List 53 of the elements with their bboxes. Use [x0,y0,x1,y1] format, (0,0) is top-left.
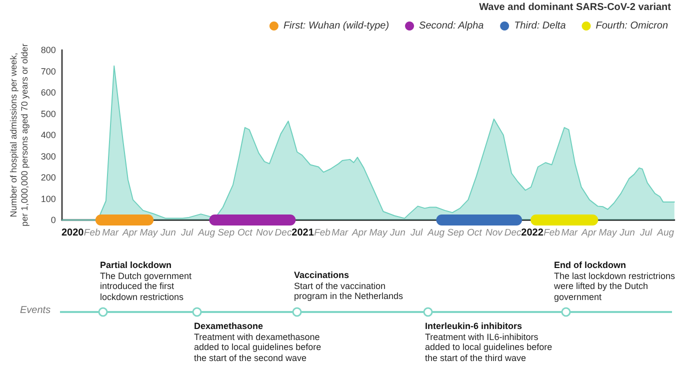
legend-label: Fourth: Omicron [596,20,668,32]
x-tick-label: Feb [544,228,560,238]
x-tick-label: Jun [160,228,176,238]
x-tick-label: Aug [426,228,446,238]
y-tick-label: 800 [40,45,56,55]
x-tick-label: Jul [180,228,194,238]
x-tick-label: Sep [218,228,234,238]
text: End of lockdown The last lockdown restrictrions were lifted by the Dutch government [554,260,676,302]
x-tick-label: May [369,228,388,238]
text: Dexamethasone Treatment with dexamethasone added to local guidelines before the start of the second wave [194,321,322,363]
y-tick-label: 700 [40,66,56,76]
text: Interleukin-6 inhibitors Treatment with IL6-inhibitors added to local guidelines before the start of the third wave [425,321,552,363]
legend-label: First: Wuhan (wild-type) [283,20,390,32]
x-tick-label: Nov [256,228,274,238]
y-tick-label: 100 [40,194,56,204]
x-tick-label: Jun [389,228,406,238]
x-tick-label: Dec [274,228,292,238]
x-tick-label: Apr [350,228,368,238]
x-tick-label: Apr [121,228,138,238]
x-tick-label: Sep [447,228,464,238]
x-tick-label: May [598,228,618,238]
text: Vaccinations Start of the vaccination program in the Netherlands [294,270,404,302]
x-tick-label: Mar [561,228,578,238]
y-axis-title: Number of hospital admissions per week, per 1,000,000 persons aged 70 years or older [8,44,30,226]
x-tick-label: Feb [84,228,100,238]
legend-label: Third: Delta [514,20,566,32]
y-tick-label: 0 [50,215,56,225]
x-tick-label: 2020 [61,228,84,238]
x-tick-label: 2022 [521,228,544,238]
x-tick-label: Feb [314,228,330,238]
x-tick-label: Apr [580,228,598,238]
x-tick-label: Mar [102,228,120,238]
x-tick-label: Mar [332,228,349,238]
x-tick-label: Jul [639,228,654,238]
x-tick-label: Aug [656,228,675,238]
legend-label: Second: Alpha [419,20,484,32]
x-tick-label: Dec [504,228,522,238]
legend-title: Wave and dominant SARS-CoV-2 variant [479,2,671,13]
x-tick-label: Nov [485,228,504,238]
x-tick-label: Oct [238,228,253,238]
text: Events [20,305,51,316]
y-tick-label: 300 [40,151,56,162]
y-tick-label: 200 [40,172,56,182]
x-tick-label: Jun [618,228,635,238]
text: Partial lockdown The Dutch government introduced the first lockdown restrictions [100,260,192,302]
x-tick-label: Jul [409,228,424,238]
x-tick-label: Oct [467,228,482,238]
x-tick-label: 2021 [292,228,314,238]
x-tick-label: Aug [197,228,216,238]
x-tick-label: May [140,228,159,238]
y-tick-label: 600 [40,88,56,98]
y-tick-label: 400 [40,130,56,140]
y-tick-label: 500 [40,108,56,119]
